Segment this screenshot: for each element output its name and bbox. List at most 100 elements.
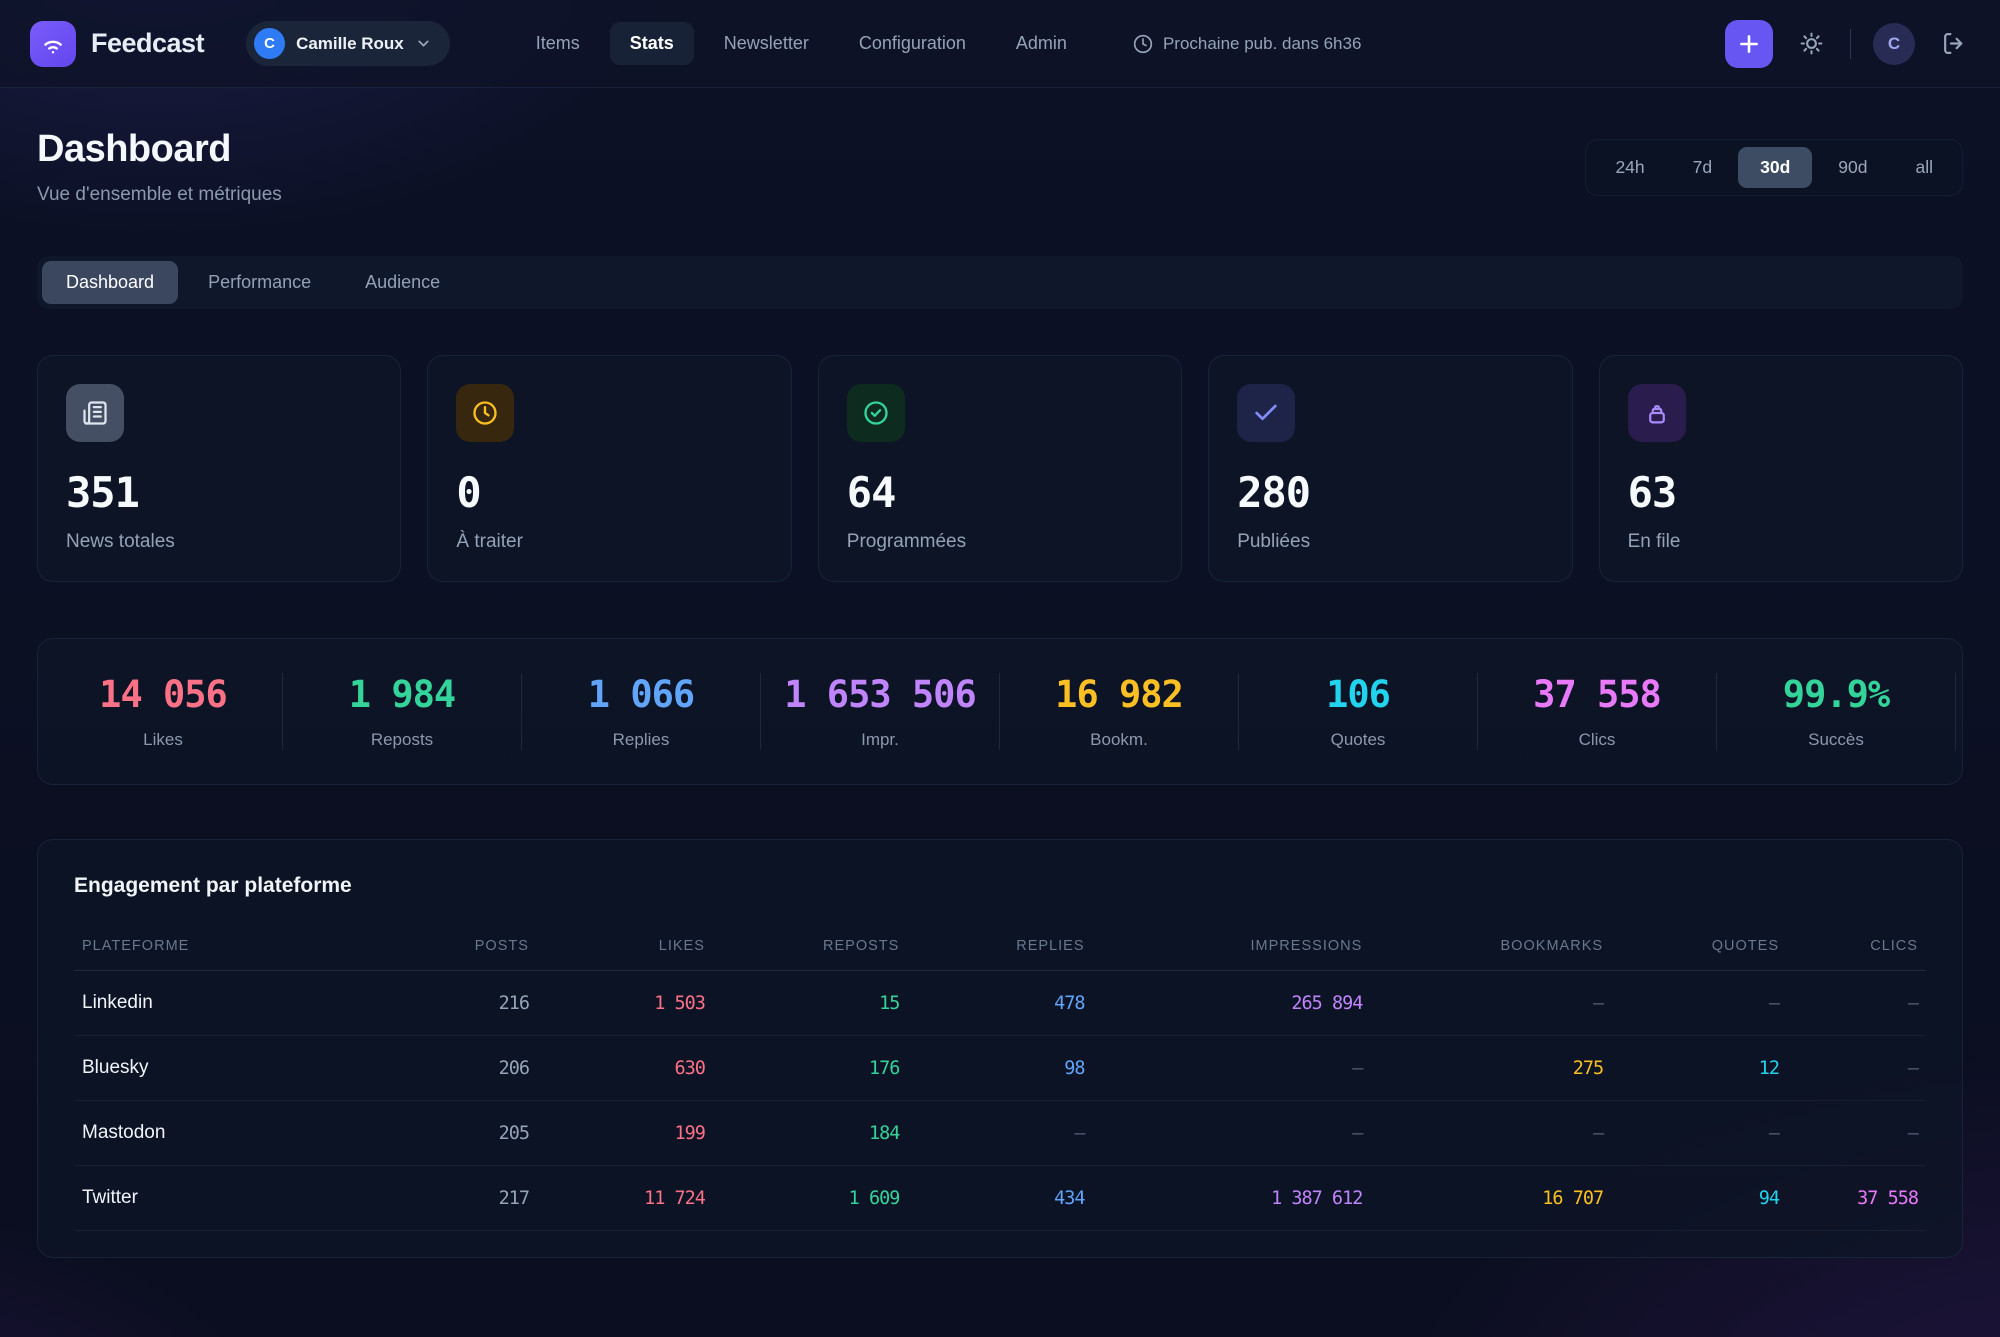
stat-label: À traiter	[456, 531, 523, 552]
view-tab[interactable]: Performance	[184, 261, 335, 304]
time-range-button[interactable]: 30d	[1738, 146, 1813, 188]
navbar-actions: C	[1725, 19, 1970, 68]
posts-cell: 217	[370, 1165, 537, 1231]
metrics-summary-bar: 14 056 Likes 1 984 Reposts 1 066 Replies…	[37, 638, 1963, 785]
metric-item: 16 982 Bookm.	[1000, 673, 1239, 750]
impressions-cell: –	[1092, 1100, 1371, 1166]
stat-value: 280	[1237, 468, 1311, 517]
clics-cell: –	[1787, 1100, 1926, 1166]
next-publication-text: Prochaine pub. dans 6h36	[1162, 33, 1362, 53]
posts-cell: 206	[370, 1035, 537, 1101]
clock-icon	[456, 384, 515, 442]
queue-icon	[1627, 384, 1686, 442]
account-switcher[interactable]: C Camille Roux	[246, 21, 450, 66]
stat-card-programmees: 64 Programmées	[817, 355, 1183, 582]
metric-item: 99.9% Succès	[1717, 673, 1956, 750]
reposts-cell: 176	[712, 1035, 908, 1101]
platform-cell: Mastodon	[74, 1100, 371, 1166]
replies-cell: 434	[907, 1165, 1093, 1231]
metric-item: 1 066 Replies	[522, 673, 761, 750]
time-range-button[interactable]: 7d	[1671, 147, 1734, 188]
impressions-cell: 265 894	[1092, 970, 1371, 1036]
bookmarks-cell: –	[1370, 970, 1612, 1036]
clics-cell: –	[1787, 1035, 1926, 1101]
engagement-title: Engagement par plateforme	[74, 874, 352, 897]
metric-label: Clics	[1578, 730, 1616, 749]
dashboard-page: Dashboard Vue d'ensemble et métriques 24…	[0, 88, 2000, 1258]
stat-value: 351	[66, 468, 140, 517]
stat-label: En file	[1627, 531, 1681, 552]
metric-label: Replies	[612, 730, 670, 749]
likes-cell: 199	[536, 1100, 713, 1166]
metric-label: Impr.	[861, 730, 899, 749]
stat-label: News totales	[66, 531, 175, 552]
platform-cell: Twitter	[74, 1165, 371, 1231]
brand-title: Feedcast	[91, 28, 205, 58]
platform-cell: Bluesky	[74, 1035, 371, 1101]
replies-cell: 478	[907, 970, 1093, 1036]
column-header: POSTS	[370, 922, 537, 971]
time-range-selector: 24h 7d 30d 90d all	[1585, 138, 1963, 196]
likes-cell: 1 503	[536, 970, 713, 1036]
chevron-down-icon	[415, 35, 432, 52]
brand-logo	[30, 20, 76, 67]
quotes-cell: 12	[1611, 1035, 1788, 1101]
metric-value: 99.9%	[1782, 673, 1890, 716]
column-header: PLATEFORME	[74, 922, 371, 971]
reposts-cell: 184	[712, 1100, 908, 1166]
replies-cell: –	[907, 1100, 1093, 1166]
metric-value: 37 558	[1533, 673, 1662, 716]
navbar: Feedcast C Camille Roux Items Stats News…	[0, 0, 2000, 88]
time-range-button[interactable]: 24h	[1593, 147, 1666, 188]
stat-value: 64	[846, 468, 897, 517]
theme-toggle-button[interactable]	[1795, 27, 1828, 60]
likes-cell: 11 724	[536, 1165, 713, 1231]
add-button[interactable]	[1725, 19, 1773, 68]
engagement-table: PLATEFORME POSTS LIKES REPOSTS REPLIES I…	[74, 922, 1926, 1231]
main-nav: Items Stats Newsletter Configuration Adm…	[516, 22, 1087, 65]
bookmarks-cell: 16 707	[1370, 1165, 1612, 1231]
nav-item[interactable]: Items	[535, 33, 580, 53]
logout-button[interactable]	[1937, 27, 1970, 60]
nav-item[interactable]: Stats	[609, 22, 694, 65]
table-row: Mastodon 205 199 184 – – – – –	[74, 1100, 1926, 1166]
account-name: Camille Roux	[296, 33, 404, 53]
stat-card-news-totales: 351 News totales	[37, 355, 402, 582]
sun-icon	[1799, 31, 1824, 56]
stat-value: 63	[1627, 468, 1678, 517]
account-avatar: C	[254, 28, 286, 59]
impressions-cell: 1 387 612	[1092, 1165, 1371, 1231]
table-row: Bluesky 206 630 176 98 – 275 12 –	[74, 1035, 1926, 1101]
posts-cell: 205	[370, 1100, 537, 1166]
metric-item: 106 Quotes	[1239, 673, 1478, 750]
metric-item: 1 653 506 Impr.	[761, 673, 1000, 750]
table-header-row: PLATEFORME POSTS LIKES REPOSTS REPLIES I…	[74, 922, 1926, 971]
metric-label: Likes	[143, 730, 183, 749]
plus-icon	[1736, 31, 1762, 57]
posts-cell: 216	[370, 970, 537, 1036]
time-range-button[interactable]: 90d	[1816, 147, 1889, 188]
table-row: Linkedin 216 1 503 15 478 265 894 – – –	[74, 970, 1926, 1036]
column-header: BOOKMARKS	[1370, 922, 1612, 971]
metric-value: 1 653 506	[784, 673, 976, 716]
view-tab[interactable]: Dashboard	[42, 261, 179, 304]
nav-item[interactable]: Newsletter	[723, 33, 809, 53]
metric-value: 16 982	[1055, 673, 1184, 716]
impressions-cell: –	[1092, 1035, 1371, 1101]
metric-item: 1 984 Reposts	[283, 673, 522, 750]
metric-value: 1 066	[587, 673, 695, 716]
stat-cards: 351 News totales 0 À traiter 64 Programm…	[37, 355, 1963, 582]
time-range-button[interactable]: all	[1893, 147, 1955, 188]
nav-item[interactable]: Admin	[1015, 33, 1067, 53]
view-tab[interactable]: Audience	[341, 261, 464, 304]
bookmarks-cell: 275	[1370, 1035, 1612, 1101]
newspaper-icon	[66, 384, 124, 442]
logout-icon	[1941, 31, 1966, 56]
page-header: Dashboard Vue d'ensemble et métriques 24…	[37, 128, 1963, 206]
table-row: Twitter 217 11 724 1 609 434 1 387 612 1…	[74, 1165, 1926, 1231]
user-avatar[interactable]: C	[1873, 22, 1915, 65]
metric-value: 1 984	[348, 673, 456, 716]
column-header: IMPRESSIONS	[1092, 922, 1371, 971]
nav-item[interactable]: Configuration	[858, 33, 966, 53]
clics-cell: –	[1787, 970, 1926, 1036]
